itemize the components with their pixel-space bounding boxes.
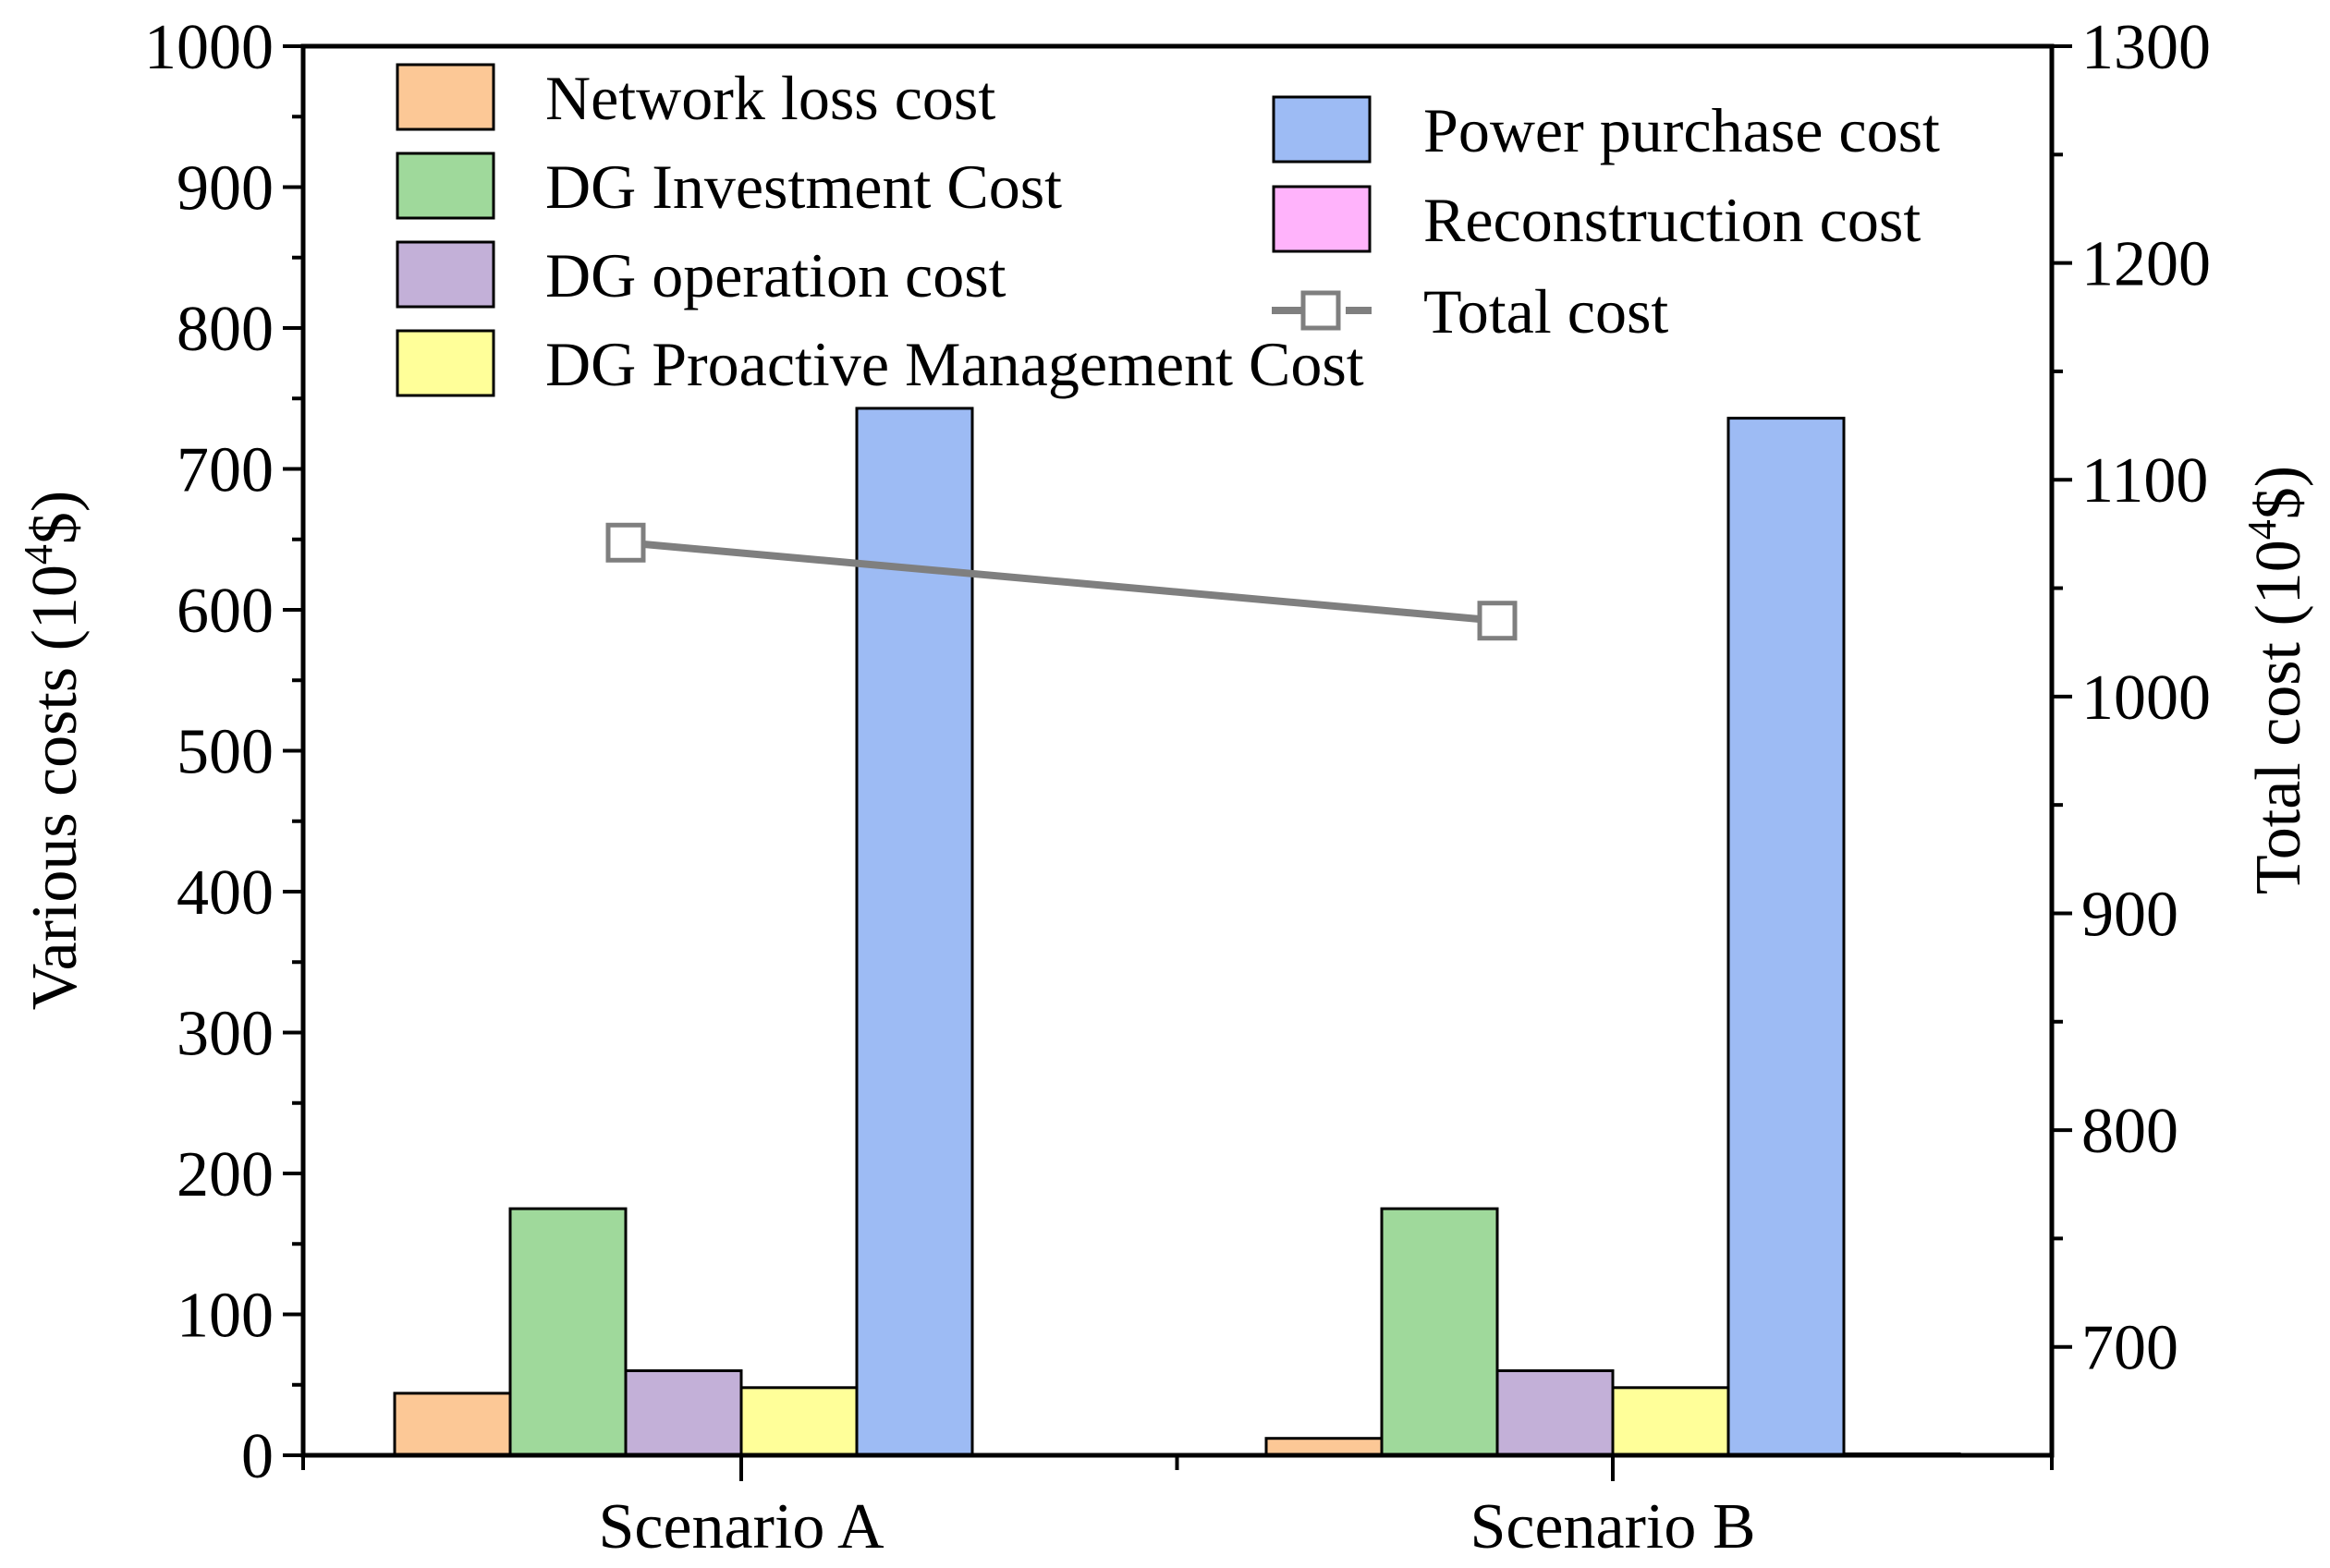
left-tick-label: 900 (177, 153, 274, 225)
bar-dg-proactive-management-cost-1 (1611, 1386, 1730, 1457)
category-label: Scenario B (1470, 1491, 1755, 1562)
left-tick-label: 700 (177, 435, 274, 506)
legend-swatch (396, 240, 495, 309)
axes-layer: 0 100 200 300 400 500 600 700 800 900 1000 700 800 90… (16, 12, 2314, 1562)
legend-label: DG Proactive Management Cost (545, 329, 1364, 399)
total-cost-marker-1 (1477, 601, 1518, 641)
bar-dg-investment-cost-1 (1380, 1207, 1499, 1457)
bar-network-loss-cost-1 (1264, 1437, 1384, 1457)
right-tick-label: 900 (2081, 879, 2178, 950)
left-tick-label: 200 (177, 1139, 274, 1210)
legend-swatch (1272, 95, 1372, 164)
right-tick-label: 1100 (2081, 445, 2208, 517)
legend-label: Power purchase cost (1423, 95, 1940, 165)
left-tick-label: 500 (177, 717, 274, 788)
legend-label: Network loss cost (545, 63, 995, 133)
legend: Network loss cost DG Investment Cost DG op… (396, 63, 1940, 399)
left-tick-label: 1000 (144, 12, 274, 83)
category-label: Scenario A (598, 1491, 884, 1562)
total-cost-line (625, 539, 1498, 625)
bar-power-purchase-cost-0 (855, 407, 974, 1457)
legend-swatch (396, 329, 495, 397)
right-tick-label: 800 (2081, 1096, 2178, 1167)
legend-swatch (396, 63, 495, 131)
legend-marker-sample (1300, 290, 1341, 331)
left-tick-label: 600 (177, 576, 274, 647)
bar-dg-investment-cost-0 (508, 1207, 628, 1457)
bar-network-loss-cost-0 (393, 1392, 512, 1457)
left-tick-label: 400 (177, 857, 274, 929)
legend-swatch (1272, 185, 1372, 253)
total-cost-line-layer (605, 522, 1518, 641)
total-cost-marker-0 (605, 522, 646, 563)
legend-label: DG Investment Cost (545, 152, 1062, 222)
left-tick-label: 100 (177, 1281, 274, 1352)
bar-power-purchase-cost-1 (1726, 417, 1846, 1457)
right-tick-label: 1300 (2081, 12, 2211, 83)
bars-layer (393, 407, 1961, 1457)
left-tick-label: 0 (241, 1421, 274, 1492)
right-tick-label: 1200 (2081, 229, 2211, 300)
legend-label: Total cost (1423, 276, 1668, 346)
right-axis-title: Total cost (104$) (2239, 466, 2314, 894)
right-tick-label: 1000 (2081, 662, 2211, 734)
legend-label: DG operation cost (545, 240, 1006, 310)
bar-dg-operation-cost-0 (624, 1369, 743, 1457)
bar-dg-operation-cost-1 (1495, 1369, 1615, 1457)
left-tick-label: 300 (177, 999, 274, 1070)
bar-dg-proactive-management-cost-0 (739, 1386, 859, 1457)
right-tick-label: 700 (2081, 1313, 2178, 1384)
left-tick-label: 800 (177, 294, 274, 365)
legend-label: Reconstruction cost (1423, 185, 1921, 255)
legend-swatch (396, 152, 495, 220)
left-axis-title: Various costs (104$) (16, 491, 91, 1011)
